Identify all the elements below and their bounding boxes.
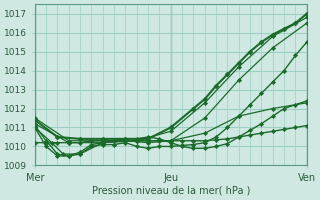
X-axis label: Pression niveau de la mer( hPa ): Pression niveau de la mer( hPa ) [92, 186, 250, 196]
